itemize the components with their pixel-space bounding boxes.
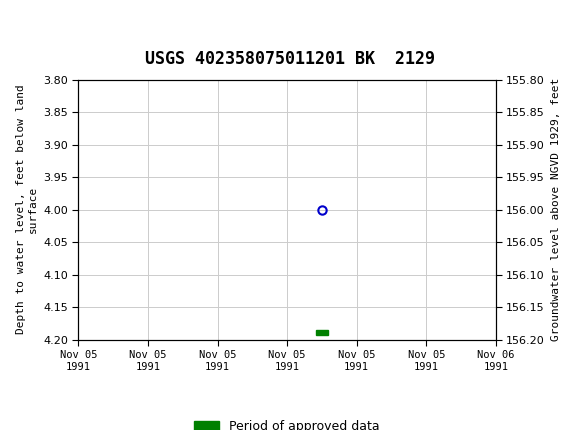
Legend: Period of approved data: Period of approved data bbox=[189, 415, 385, 430]
Text: USGS: USGS bbox=[44, 8, 107, 28]
Text: USGS 402358075011201 BK  2129: USGS 402358075011201 BK 2129 bbox=[145, 50, 435, 68]
Y-axis label: Groundwater level above NGVD 1929, feet: Groundwater level above NGVD 1929, feet bbox=[550, 78, 561, 341]
Y-axis label: Depth to water level, feet below land
surface: Depth to water level, feet below land su… bbox=[16, 85, 38, 335]
Bar bbox=[316, 330, 328, 335]
